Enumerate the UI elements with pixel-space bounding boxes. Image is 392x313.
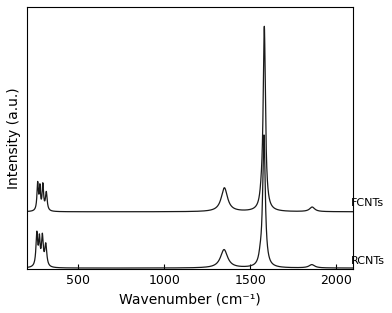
Text: RCNTs: RCNTs	[351, 256, 385, 266]
Y-axis label: Intensity (a.u.): Intensity (a.u.)	[7, 87, 21, 189]
Text: FCNTs: FCNTs	[351, 198, 384, 208]
X-axis label: Wavenumber (cm⁻¹): Wavenumber (cm⁻¹)	[119, 292, 261, 306]
